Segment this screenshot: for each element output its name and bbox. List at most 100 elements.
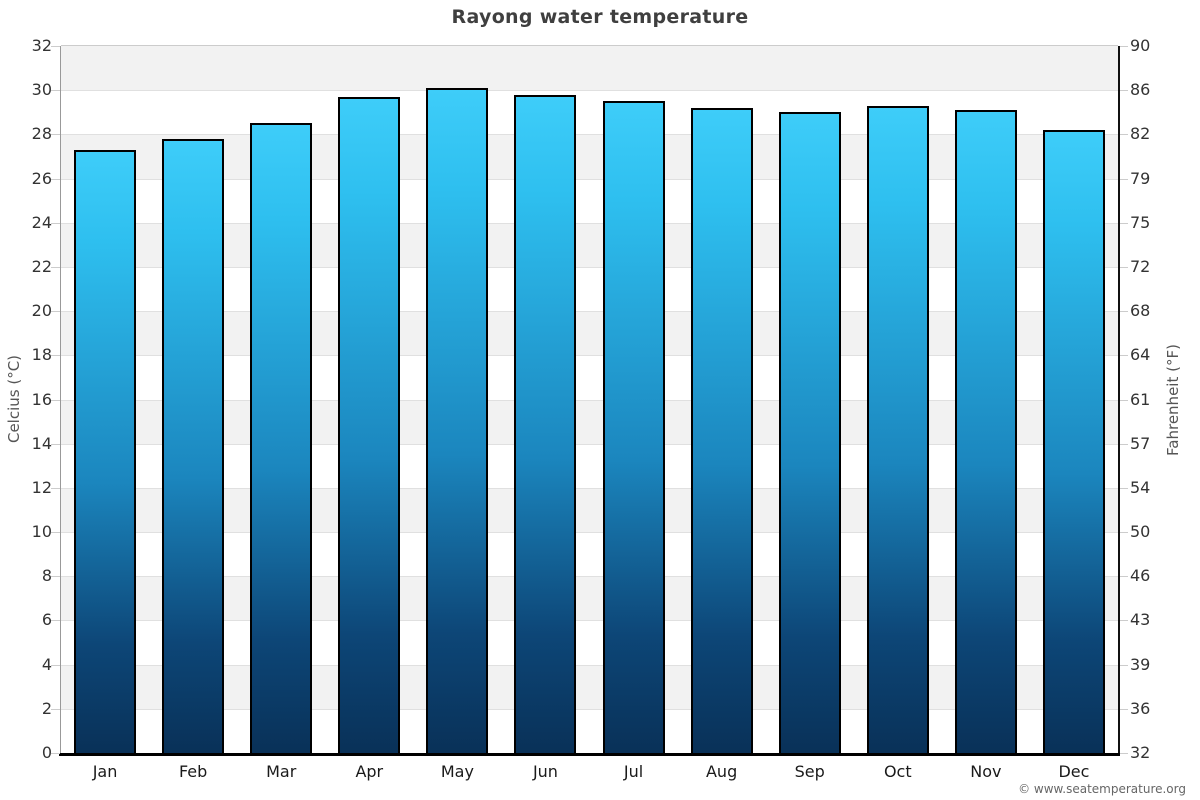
gridline xyxy=(61,399,1118,401)
y-tick-celsius-32: 32 xyxy=(31,36,52,55)
y-tick-celsius-24: 24 xyxy=(31,212,52,232)
y-tick-celsius-30: 30 xyxy=(31,80,52,100)
right-tick-mark xyxy=(1120,532,1128,534)
left-tick-mark xyxy=(51,487,60,489)
right-tick-mark xyxy=(1120,134,1128,136)
bar-jul[interactable] xyxy=(602,101,665,753)
gridline xyxy=(61,443,1118,445)
plot-area xyxy=(61,46,1118,753)
x-label-dec: Dec xyxy=(1058,762,1090,781)
x-label-feb: Feb xyxy=(178,762,208,781)
left-tick-mark xyxy=(51,355,60,357)
y-tick-celsius-4: 4 xyxy=(41,654,52,674)
plot-band xyxy=(61,46,1118,91)
y-tick-celsius-12: 12 xyxy=(31,477,52,497)
y-tick-fahrenheit-32: 32 xyxy=(1130,743,1151,762)
plot-band xyxy=(61,664,1118,709)
plot-band xyxy=(61,355,1118,400)
y-tick-fahrenheit-46: 46 xyxy=(1130,566,1151,586)
right-tick-mark xyxy=(1120,664,1128,666)
plot-band xyxy=(61,399,1118,444)
gridline xyxy=(61,487,1118,489)
left-tick-mark xyxy=(51,311,60,313)
plot-band xyxy=(61,134,1118,179)
y-tick-fahrenheit-39: 39 xyxy=(1130,654,1151,674)
right-tick-mark xyxy=(1120,487,1128,489)
y-tick-celsius-20: 20 xyxy=(31,301,52,321)
y-axis-line-right xyxy=(1118,46,1120,753)
left-tick-mark xyxy=(51,664,60,666)
right-tick-mark xyxy=(1120,46,1128,47)
gridline xyxy=(61,664,1118,666)
left-tick-mark xyxy=(51,178,60,180)
y-tick-celsius-10: 10 xyxy=(31,522,52,542)
y-tick-fahrenheit-72: 72 xyxy=(1130,256,1151,276)
x-label-jul: Jul xyxy=(623,762,644,781)
plot-band xyxy=(61,90,1118,135)
gridline xyxy=(61,708,1118,710)
gridline xyxy=(61,576,1118,578)
plot-band xyxy=(61,708,1118,753)
plot-band xyxy=(61,576,1118,621)
x-label-nov: Nov xyxy=(970,762,1002,781)
left-tick-mark xyxy=(51,620,60,622)
y-tick-celsius-18: 18 xyxy=(31,345,52,365)
gridline xyxy=(61,311,1118,313)
y-tick-celsius-6: 6 xyxy=(41,610,52,630)
x-axis-line xyxy=(59,753,1120,756)
bar-sep[interactable] xyxy=(778,112,841,753)
right-tick-mark xyxy=(1120,90,1128,92)
y-tick-fahrenheit-36: 36 xyxy=(1130,698,1151,718)
bar-may[interactable] xyxy=(426,87,489,753)
y-tick-fahrenheit-90: 90 xyxy=(1130,36,1151,55)
bar-aug[interactable] xyxy=(690,107,753,753)
y-tick-fahrenheit-64: 64 xyxy=(1130,345,1151,365)
plot-band xyxy=(61,178,1118,223)
gridline xyxy=(61,532,1118,534)
right-tick-mark xyxy=(1120,576,1128,578)
y-axis-line-left xyxy=(60,46,61,753)
right-tick-mark xyxy=(1120,178,1128,180)
left-tick-mark xyxy=(51,708,60,710)
y-tick-fahrenheit-86: 86 xyxy=(1130,80,1151,100)
bar-jun[interactable] xyxy=(514,94,577,753)
right-tick-mark xyxy=(1120,222,1128,224)
left-tick-mark xyxy=(51,46,60,47)
x-label-aug: Aug xyxy=(705,762,738,781)
y-tick-celsius-16: 16 xyxy=(31,389,52,409)
x-label-sep: Sep xyxy=(794,762,825,781)
y-tick-fahrenheit-68: 68 xyxy=(1130,301,1151,321)
y-tick-fahrenheit-54: 54 xyxy=(1130,477,1151,497)
plot-band xyxy=(61,532,1118,577)
left-tick-mark xyxy=(51,532,60,534)
bar-feb[interactable] xyxy=(162,138,225,753)
x-label-jan: Jan xyxy=(92,762,118,781)
gridline xyxy=(61,90,1118,92)
y-tick-celsius-22: 22 xyxy=(31,256,52,276)
left-tick-mark xyxy=(51,753,60,754)
chart-title: Rayong water temperature xyxy=(451,6,749,28)
left-tick-mark xyxy=(51,222,60,224)
y-tick-fahrenheit-79: 79 xyxy=(1130,168,1151,188)
bar-dec[interactable] xyxy=(1042,129,1105,753)
right-tick-mark xyxy=(1120,355,1128,357)
y-tick-fahrenheit-43: 43 xyxy=(1130,610,1151,630)
plot-band xyxy=(61,266,1118,312)
y-tick-celsius-28: 28 xyxy=(31,124,52,144)
credits-link[interactable]: © www.seatemperature.org xyxy=(1018,782,1186,796)
right-tick-mark xyxy=(1120,311,1128,313)
y-tick-celsius-2: 2 xyxy=(41,698,52,718)
bar-nov[interactable] xyxy=(954,110,1017,753)
bar-mar[interactable] xyxy=(250,123,313,753)
left-tick-mark xyxy=(51,266,60,268)
gridline xyxy=(61,266,1118,268)
left-tick-mark xyxy=(51,399,60,401)
plot-band xyxy=(61,311,1118,356)
bar-oct[interactable] xyxy=(866,105,929,753)
right-tick-mark xyxy=(1120,399,1128,401)
gridline xyxy=(61,222,1118,224)
bar-apr[interactable] xyxy=(338,96,401,753)
bar-jan[interactable] xyxy=(74,149,137,753)
y-tick-celsius-26: 26 xyxy=(31,168,52,188)
y-tick-celsius-0: 0 xyxy=(41,743,52,762)
